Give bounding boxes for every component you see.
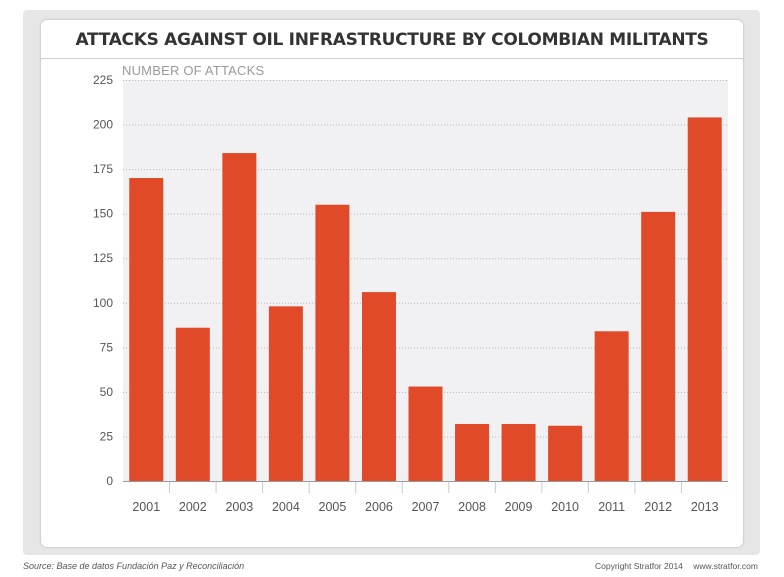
source-note: Source: Base de datos Fundación Paz y Re… xyxy=(23,561,245,571)
x-tick-label: 2004 xyxy=(272,500,300,514)
bar xyxy=(361,292,396,481)
bar xyxy=(548,425,583,481)
y-tick-label: 50 xyxy=(100,385,114,399)
y-tick-label: 200 xyxy=(93,118,113,132)
x-tick-label: 2007 xyxy=(412,500,440,514)
bar xyxy=(687,117,722,481)
bar xyxy=(222,153,257,481)
x-tick-label: 2009 xyxy=(505,500,533,514)
y-tick-label: 175 xyxy=(93,162,113,176)
y-tick-label: 125 xyxy=(93,251,113,265)
bar xyxy=(594,331,629,481)
x-tick-label: 2013 xyxy=(691,500,719,514)
x-tick-label: 2001 xyxy=(132,500,160,514)
y-tick-label: 150 xyxy=(93,207,113,221)
bar xyxy=(175,327,210,481)
x-tick-label: 2008 xyxy=(458,500,486,514)
bar xyxy=(455,423,490,481)
bar xyxy=(501,423,536,481)
y-tick-label: 75 xyxy=(100,340,114,354)
x-tick-label: 2011 xyxy=(598,500,625,514)
x-tick-label: 2005 xyxy=(319,500,347,514)
website-link[interactable]: www.stratfor.com xyxy=(693,561,758,571)
bar xyxy=(641,211,676,481)
y-tick-label: 225 xyxy=(93,73,113,87)
footer-credits: Copyright Stratfor 2014 www.stratfor.com xyxy=(587,561,758,571)
x-tick-label: 2003 xyxy=(225,500,253,514)
x-tick-label: 2002 xyxy=(179,500,207,514)
copyright-text: Copyright Stratfor 2014 xyxy=(595,561,683,571)
y-tick-label: 0 xyxy=(106,474,113,488)
bar xyxy=(129,178,164,481)
y-tick-label: 25 xyxy=(100,429,114,443)
x-tick-label: 2006 xyxy=(365,500,393,514)
x-tick-label: 2010 xyxy=(551,500,579,514)
bar xyxy=(268,306,303,481)
y-tick-label: 100 xyxy=(93,296,113,310)
chart-title: ATTACKS AGAINST OIL INFRASTRUCTURE BY CO… xyxy=(41,20,743,59)
y-axis-label: NUMBER OF ATTACKS xyxy=(122,63,265,78)
bar xyxy=(408,386,443,481)
bar xyxy=(315,204,350,481)
x-tick-label: 2012 xyxy=(644,500,672,514)
